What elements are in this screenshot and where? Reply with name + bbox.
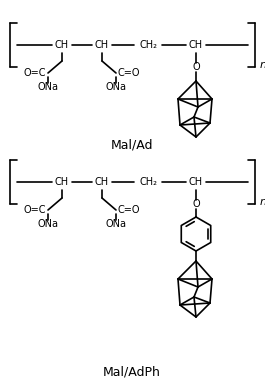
Text: O: O (192, 199, 200, 209)
Text: ONa: ONa (105, 219, 126, 229)
Text: n: n (259, 197, 265, 207)
Text: n: n (259, 60, 265, 70)
Text: C=O: C=O (118, 68, 140, 78)
Text: CH: CH (95, 40, 109, 50)
Text: CH: CH (189, 40, 203, 50)
Text: O=C: O=C (24, 205, 46, 215)
Text: CH: CH (55, 177, 69, 187)
Text: CH: CH (95, 177, 109, 187)
Text: CH₂: CH₂ (139, 177, 157, 187)
Text: Mal/Ad: Mal/Ad (111, 138, 153, 151)
Text: O=C: O=C (24, 68, 46, 78)
Text: O: O (192, 62, 200, 72)
Text: CH: CH (189, 177, 203, 187)
Text: C=O: C=O (118, 205, 140, 215)
Text: ONa: ONa (38, 219, 59, 229)
Text: ONa: ONa (105, 82, 126, 92)
Text: ONa: ONa (38, 82, 59, 92)
Text: CH₂: CH₂ (139, 40, 157, 50)
Text: CH: CH (55, 40, 69, 50)
Text: Mal/AdPh: Mal/AdPh (103, 365, 161, 379)
